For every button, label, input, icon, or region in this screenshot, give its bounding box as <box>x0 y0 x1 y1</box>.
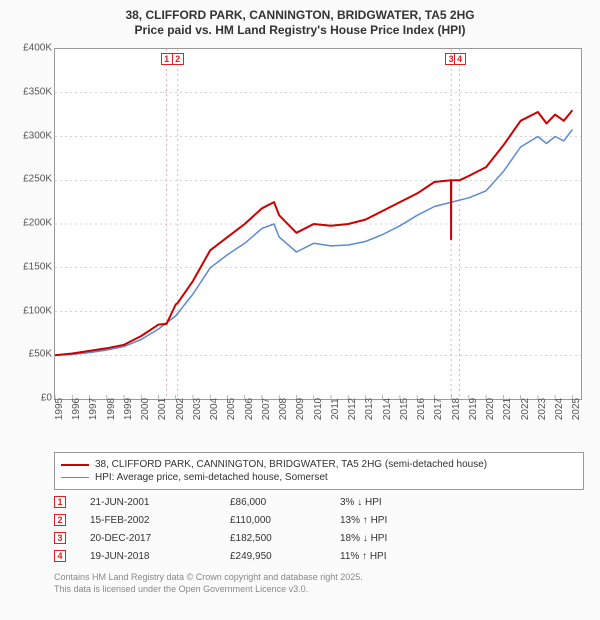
title-line1: 38, CLIFFORD PARK, CANNINGTON, BRIDGWATE… <box>14 8 586 23</box>
x-tick-label: 1996 <box>71 398 82 420</box>
legend-item: 38, CLIFFORD PARK, CANNINGTON, BRIDGWATE… <box>61 459 577 470</box>
event-row: 1 21-JUN-2001£86,0003% ↓ HPI <box>54 496 584 508</box>
y-tick-label: £150K <box>14 261 52 272</box>
events-table: 121-JUN-2001£86,0003% ↓ HPI215-FEB-2002£… <box>54 496 584 562</box>
chart-marker-1: 1 <box>161 53 173 65</box>
x-tick-label: 2007 <box>261 398 272 420</box>
y-tick-label: £250K <box>14 174 52 185</box>
legend-swatch <box>61 477 89 478</box>
footer: Contains HM Land Registry data © Crown c… <box>54 572 584 595</box>
event-marker-icon: 3 <box>54 532 66 544</box>
x-tick-label: 2002 <box>175 398 186 420</box>
x-tick-label: 2010 <box>313 398 324 420</box>
x-tick-label: 2012 <box>347 398 358 420</box>
x-tick-label: 2019 <box>468 398 479 420</box>
y-tick-label: £300K <box>14 130 52 141</box>
y-tick-label: £100K <box>14 305 52 316</box>
chart-frame: £0 £50K £100K £150K £200K £250K £300K £350K £400… <box>14 44 586 444</box>
event-date: 21-JUN-2001 <box>90 497 230 508</box>
x-tick-label: 2017 <box>433 398 444 420</box>
x-tick-label: 1995 <box>54 398 65 420</box>
x-tick-label: 2005 <box>226 398 237 420</box>
chart-marker-2: 2 <box>172 53 184 65</box>
x-tick-label: 2021 <box>502 398 513 420</box>
legend-label: HPI: Average price, semi-detached house,… <box>95 472 328 483</box>
x-tick-label: 2014 <box>382 398 393 420</box>
x-tick-label: 2016 <box>416 398 427 420</box>
x-tick-label: 2011 <box>330 398 341 420</box>
x-tick-label: 2006 <box>244 398 255 420</box>
x-tick-label: 1999 <box>123 398 134 420</box>
event-delta: 13% ↑ HPI <box>340 515 440 526</box>
event-price: £249,950 <box>230 551 340 562</box>
legend-swatch <box>61 464 89 466</box>
event-row: 3 20-DEC-2017£182,50018% ↓ HPI <box>54 532 584 544</box>
y-tick-label: £0 <box>14 393 52 404</box>
y-tick-label: £200K <box>14 218 52 229</box>
event-delta: 11% ↑ HPI <box>340 551 440 562</box>
event-marker-icon: 4 <box>54 550 66 562</box>
chart-marker-4: 4 <box>454 53 466 65</box>
x-tick-label: 2022 <box>520 398 531 420</box>
event-date: 15-FEB-2002 <box>90 515 230 526</box>
x-tick-label: 2001 <box>157 398 168 420</box>
legend: 38, CLIFFORD PARK, CANNINGTON, BRIDGWATE… <box>54 452 584 490</box>
event-marker-icon: 2 <box>54 514 66 526</box>
title-line2: Price paid vs. HM Land Registry's House … <box>14 23 586 38</box>
x-tick-label: 1998 <box>106 398 117 420</box>
plot-area: 1234 <box>54 48 582 400</box>
event-marker-icon: 1 <box>54 496 66 508</box>
chart-title: 38, CLIFFORD PARK, CANNINGTON, BRIDGWATE… <box>14 8 586 38</box>
event-delta: 3% ↓ HPI <box>340 497 440 508</box>
x-tick-label: 2024 <box>554 398 565 420</box>
event-row: 4 19-JUN-2018£249,95011% ↑ HPI <box>54 550 584 562</box>
x-tick-label: 2025 <box>571 398 582 420</box>
x-tick-label: 2003 <box>192 398 203 420</box>
x-tick-label: 2023 <box>537 398 548 420</box>
y-tick-label: £50K <box>14 349 52 360</box>
chart-svg <box>55 49 581 399</box>
x-tick-label: 1997 <box>88 398 99 420</box>
x-tick-label: 2013 <box>364 398 375 420</box>
x-tick-label: 2004 <box>209 398 220 420</box>
x-tick-label: 2000 <box>140 398 151 420</box>
footer-line2: This data is licensed under the Open Gov… <box>54 584 584 596</box>
event-row: 2 15-FEB-2002£110,00013% ↑ HPI <box>54 514 584 526</box>
legend-item: HPI: Average price, semi-detached house,… <box>61 472 577 483</box>
event-delta: 18% ↓ HPI <box>340 533 440 544</box>
event-price: £182,500 <box>230 533 340 544</box>
footer-line1: Contains HM Land Registry data © Crown c… <box>54 572 584 584</box>
x-tick-label: 2020 <box>485 398 496 420</box>
x-tick-label: 2008 <box>278 398 289 420</box>
event-price: £86,000 <box>230 497 340 508</box>
y-tick-label: £400K <box>14 43 52 54</box>
event-date: 20-DEC-2017 <box>90 533 230 544</box>
legend-label: 38, CLIFFORD PARK, CANNINGTON, BRIDGWATE… <box>95 459 487 470</box>
event-date: 19-JUN-2018 <box>90 551 230 562</box>
x-tick-label: 2009 <box>295 398 306 420</box>
x-tick-label: 2018 <box>451 398 462 420</box>
x-tick-label: 2015 <box>399 398 410 420</box>
event-price: £110,000 <box>230 515 340 526</box>
y-tick-label: £350K <box>14 86 52 97</box>
